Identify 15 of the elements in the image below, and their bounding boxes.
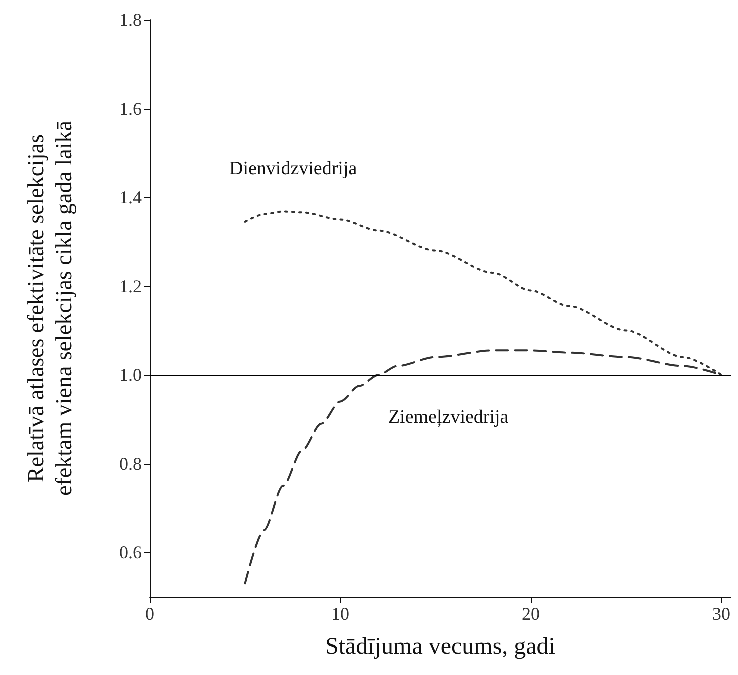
y-axis-title: Relatīvā atlases efektivitāte selekcijas efektam viena selekcijas cikla gada laikā bbox=[24, 121, 76, 496]
series-label: Ziemeļzviedrija bbox=[388, 407, 510, 428]
x-axis-title: Stādījuma vecums, gadi bbox=[326, 634, 556, 660]
text: Dienvidzviedrija bbox=[230, 158, 358, 180]
y-tick-label: 1.8 bbox=[120, 10, 142, 30]
x-tick-label: 10 bbox=[331, 604, 350, 624]
x-tick-label: 30 bbox=[712, 604, 730, 624]
y-tick-label: 1.2 bbox=[120, 276, 142, 296]
x-tick-label: 20 bbox=[522, 604, 540, 624]
y-tick-label: 1.6 bbox=[120, 98, 142, 119]
y-tick-label: 1.0 bbox=[120, 365, 142, 386]
y-tick-label: 0.6 bbox=[120, 542, 142, 563]
y-tick-label: 0.8 bbox=[120, 454, 142, 474]
y-tick-label: 1.4 bbox=[120, 188, 142, 208]
x-tick-label: 0 bbox=[146, 604, 154, 624]
